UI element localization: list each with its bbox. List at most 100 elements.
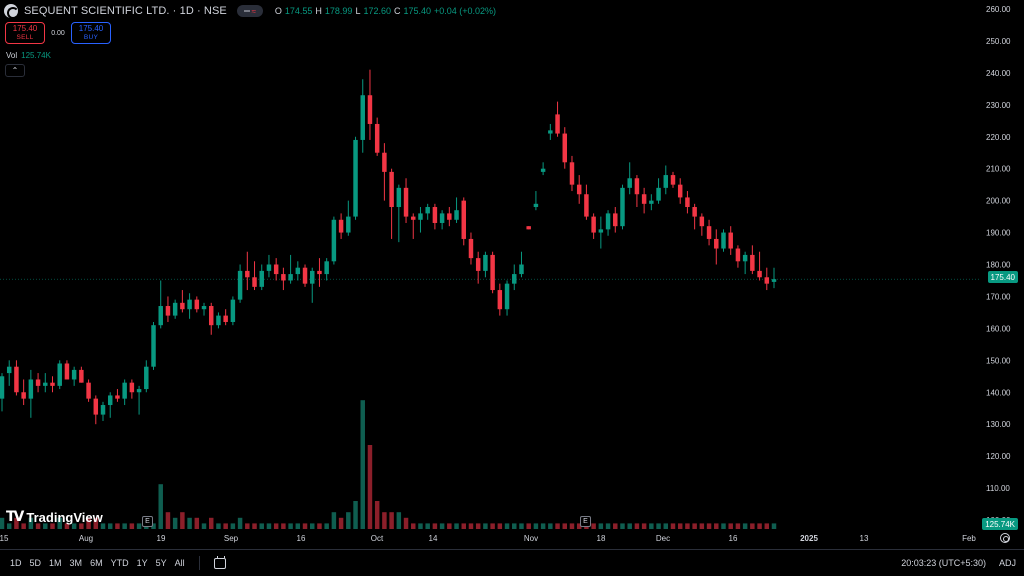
candle <box>468 232 474 265</box>
toolbar-divider <box>198 556 200 570</box>
candle-body <box>35 379 41 386</box>
candle-body <box>245 270 250 278</box>
candle-body <box>64 363 70 380</box>
volume-bar <box>346 512 351 529</box>
volume-bar <box>302 523 308 529</box>
time-axis[interactable]: 15 Aug 19 Sep 16 Oct 14 Nov 18 Dec 16 2025 13 Feb <box>0 534 976 543</box>
candle-body <box>331 219 337 262</box>
volume-bar <box>360 400 365 529</box>
candle <box>158 280 163 329</box>
price-axis[interactable]: 260.00 250.00 240.00 230.00 220.00 210.00 200.… <box>986 5 1011 525</box>
range-all-button[interactable]: All <box>174 558 185 568</box>
volume-bar <box>295 523 301 529</box>
symbol-legend: SEQUENT SCIENTIFIC LTD. · 1D · NSE ≈ O 17… <box>4 4 497 19</box>
candle <box>555 101 560 137</box>
candle <box>216 312 221 329</box>
buy-button[interactable]: 175.40 BUY <box>71 22 111 44</box>
candle <box>584 184 589 220</box>
time-axis-label: Feb <box>962 534 976 543</box>
candle <box>634 175 640 208</box>
volume-bar <box>151 523 156 529</box>
candle-body <box>742 254 748 262</box>
volume-bar <box>35 523 41 529</box>
earnings-event-marker[interactable]: E <box>142 516 153 527</box>
candle <box>100 401 106 421</box>
candle-body <box>584 194 589 217</box>
range-5d-button[interactable]: 5D <box>29 558 42 568</box>
candle-body <box>180 302 185 310</box>
compare-icon[interactable]: ≈ <box>236 5 263 17</box>
range-5y-button[interactable]: 5Y <box>155 558 167 568</box>
candle <box>382 143 387 201</box>
volume-bar <box>57 517 62 529</box>
volume-bar <box>21 523 26 529</box>
volume-bar <box>180 512 185 529</box>
symbol-title[interactable]: SEQUENT SCIENTIFIC LTD. · 1D · NSE <box>24 5 227 17</box>
volume-bar <box>129 523 135 529</box>
candle-body <box>0 376 5 399</box>
open-value: 174.55 <box>284 6 313 16</box>
volume-bar <box>735 523 741 529</box>
candle <box>129 379 135 399</box>
candle <box>461 197 466 246</box>
volume-bar <box>201 523 207 529</box>
symbol-logo-icon[interactable] <box>4 4 19 19</box>
volume-bar <box>728 523 733 529</box>
volume-bar <box>86 517 91 529</box>
time-axis-label: 2025 <box>800 534 818 543</box>
volume-bar <box>136 523 142 529</box>
range-1d-button[interactable]: 1D <box>10 558 22 568</box>
candle <box>346 200 351 236</box>
clock-timezone[interactable]: 20:03:23 (UTC+5:30) <box>901 558 986 568</box>
candle <box>302 264 308 287</box>
earnings-event-marker[interactable]: E <box>580 516 591 527</box>
candle-body <box>475 258 481 271</box>
volume-bar <box>771 523 777 529</box>
gear-icon[interactable] <box>1000 533 1010 543</box>
price-chart[interactable]: 260.00 250.00 240.00 230.00 220.00 210.00 200.… <box>0 0 1024 549</box>
volume-bar <box>259 523 264 529</box>
candle-body <box>533 203 539 208</box>
candle-body <box>656 187 661 201</box>
adj-toggle[interactable]: ADJ <box>998 558 1016 568</box>
candle-body <box>598 229 604 233</box>
candle <box>641 187 647 214</box>
candle <box>6 360 12 386</box>
calendar-icon[interactable] <box>213 555 226 569</box>
candle-body <box>663 175 669 188</box>
range-1m-button[interactable]: 1M <box>49 558 62 568</box>
candle <box>750 245 755 275</box>
range-6m-button[interactable]: 6M <box>90 558 103 568</box>
price-axis-label: 130.00 <box>986 420 1011 429</box>
sell-button[interactable]: 175.40 SELL <box>5 22 45 44</box>
volume-bar <box>591 523 596 529</box>
candle-body <box>252 277 257 287</box>
volume-bar <box>324 523 329 529</box>
candle-body <box>43 382 48 386</box>
collapse-chevron-icon[interactable]: ⌃ <box>5 64 25 77</box>
volume-bar <box>576 523 582 529</box>
range-1y-button[interactable]: 1Y <box>136 558 148 568</box>
candle-body <box>750 254 755 271</box>
volume-bar <box>14 517 19 529</box>
candle-body <box>201 306 207 310</box>
range-3m-button[interactable]: 3M <box>69 558 83 568</box>
range-ytd-button[interactable]: YTD <box>110 558 129 568</box>
volume-bar <box>670 523 676 529</box>
candle-body <box>165 306 171 316</box>
candle <box>57 360 62 390</box>
volume-bar <box>425 523 430 529</box>
volume-bar <box>742 523 748 529</box>
ohlc-values: O 174.55 H 178.99 L 172.60 C 175.40 +0.04 (+… <box>274 6 497 16</box>
high-value: 178.99 <box>324 6 353 16</box>
candle-body <box>692 207 697 217</box>
candle-body <box>699 216 705 227</box>
volume-bar <box>613 523 618 529</box>
tradingview-logo[interactable]: TV TradingView <box>6 509 103 525</box>
candle-body <box>50 382 55 386</box>
bottom-toolbar: 1D 5D 1M 3M 6M YTD 1Y 5Y All 20:03:23 (U… <box>0 549 1024 576</box>
candle-body <box>540 168 546 172</box>
volume-bar <box>0 517 5 529</box>
candle-body <box>360 95 365 140</box>
candles-layer <box>0 69 777 425</box>
